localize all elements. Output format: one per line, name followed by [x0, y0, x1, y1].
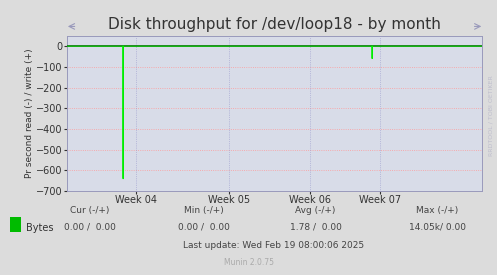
Text: Last update: Wed Feb 19 08:00:06 2025: Last update: Wed Feb 19 08:00:06 2025: [183, 241, 364, 249]
Text: Avg (-/+): Avg (-/+): [295, 206, 336, 215]
Text: Cur (-/+): Cur (-/+): [70, 206, 109, 215]
Text: Max (-/+): Max (-/+): [416, 206, 459, 215]
Text: 0.00 /  0.00: 0.00 / 0.00: [178, 223, 230, 232]
Text: Bytes: Bytes: [26, 223, 54, 233]
Text: RRDTOOL / TOBI OETIKER: RRDTOOL / TOBI OETIKER: [489, 75, 494, 156]
Text: Min (-/+): Min (-/+): [184, 206, 224, 215]
Title: Disk throughput for /dev/loop18 - by month: Disk throughput for /dev/loop18 - by mon…: [108, 17, 441, 32]
Y-axis label: Pr second read (-) / write (+): Pr second read (-) / write (+): [24, 49, 33, 178]
Text: 0.00 /  0.00: 0.00 / 0.00: [64, 223, 115, 232]
Text: Munin 2.0.75: Munin 2.0.75: [224, 258, 273, 267]
Text: 1.78 /  0.00: 1.78 / 0.00: [290, 223, 341, 232]
Text: 14.05k/ 0.00: 14.05k/ 0.00: [409, 223, 466, 232]
